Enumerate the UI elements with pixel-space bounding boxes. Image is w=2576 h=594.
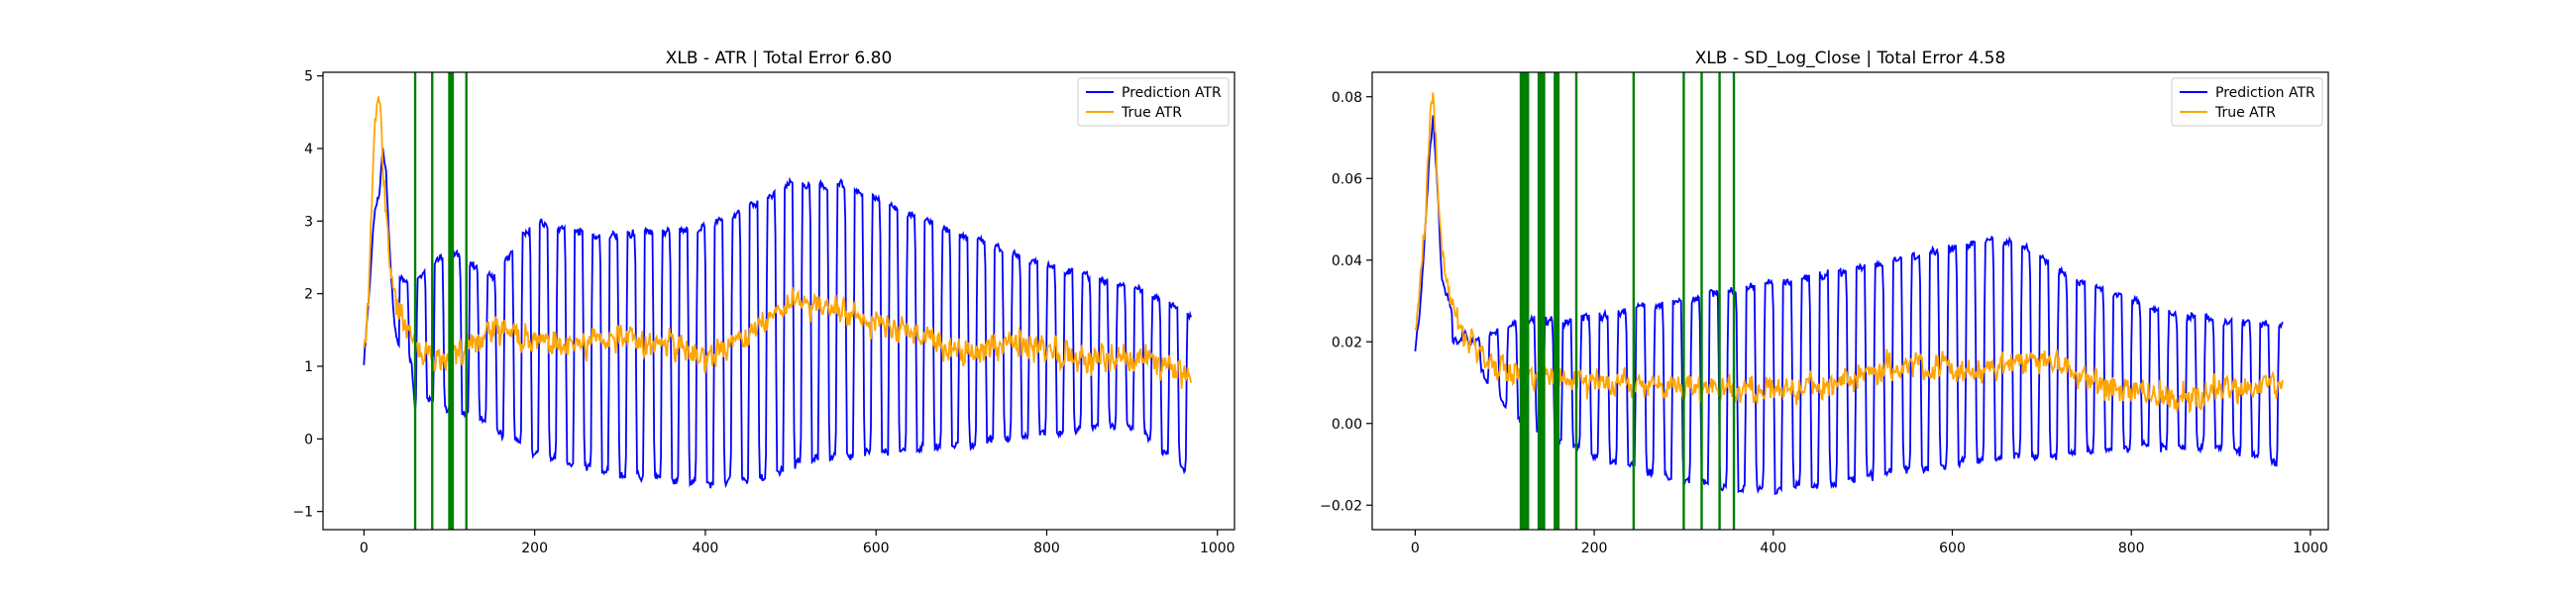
legend-label: Prediction ATR xyxy=(2215,85,2315,101)
legend-box xyxy=(2171,77,2323,127)
x-tick-label: 0 xyxy=(360,541,369,556)
y-tick-label: 2 xyxy=(304,287,313,303)
axes-frame xyxy=(322,71,1235,531)
legend: Prediction ATR True ATR xyxy=(2171,77,2323,127)
series-line-true-atr xyxy=(363,96,1192,389)
y-tick-label: 0.00 xyxy=(1332,417,1362,433)
plot-area xyxy=(363,72,1192,530)
chart-title: XLB - ATR | Total Error 6.80 xyxy=(666,49,893,68)
y-tick-label: −0.02 xyxy=(1320,498,1362,514)
y-tick-label: 3 xyxy=(304,214,313,230)
series-line-prediction-atr xyxy=(363,148,1192,489)
y-tick-label: 0.02 xyxy=(1332,335,1362,350)
legend: Prediction ATR True ATR xyxy=(1077,77,1230,127)
legend-label: True ATR xyxy=(2214,105,2276,121)
chart-xlb-sd-log-close: 0 200 400 600 800 1000 −0.02 0.00 0.02 0.04 0.06 0.… xyxy=(1320,49,2329,556)
legend-box xyxy=(1077,77,1230,127)
legend-label: True ATR xyxy=(1121,105,1182,121)
plot-area xyxy=(1414,72,2284,530)
y-tick-label: −1 xyxy=(292,505,313,521)
x-tick-label: 0 xyxy=(1411,541,1420,556)
series-line-true-atr xyxy=(1414,92,2284,414)
y-tick-label: 0.08 xyxy=(1332,90,1362,106)
x-tick-label: 600 xyxy=(1939,541,1966,556)
chart-xlb-atr: 0 200 400 600 800 1000 −1 0 1 2 3 4 5 XLB - ATR | Tot… xyxy=(292,49,1235,556)
x-tick-label: 1000 xyxy=(1200,541,1235,556)
x-tick-label: 400 xyxy=(693,541,719,556)
y-tick-label: 0 xyxy=(304,432,313,447)
x-tick-label: 800 xyxy=(1033,541,1060,556)
y-tick-label: 0.04 xyxy=(1332,253,1362,269)
axes-frame xyxy=(1371,71,2329,531)
series-line-prediction-atr xyxy=(1414,115,2284,496)
x-tick-label: 200 xyxy=(1581,541,1608,556)
chart-title: XLB - SD_Log_Close | Total Error 4.58 xyxy=(1695,49,2006,68)
y-tick-label: 0.06 xyxy=(1332,171,1362,187)
y-tick-label: 1 xyxy=(304,359,313,375)
legend-label: Prediction ATR xyxy=(1122,85,1222,101)
x-tick-label: 1000 xyxy=(2293,541,2328,556)
y-tick-label: 4 xyxy=(304,142,313,157)
x-tick-label: 600 xyxy=(863,541,890,556)
x-tick-label: 400 xyxy=(1760,541,1786,556)
x-tick-label: 200 xyxy=(521,541,548,556)
x-tick-label: 800 xyxy=(2118,541,2145,556)
y-tick-label: 5 xyxy=(304,69,313,85)
